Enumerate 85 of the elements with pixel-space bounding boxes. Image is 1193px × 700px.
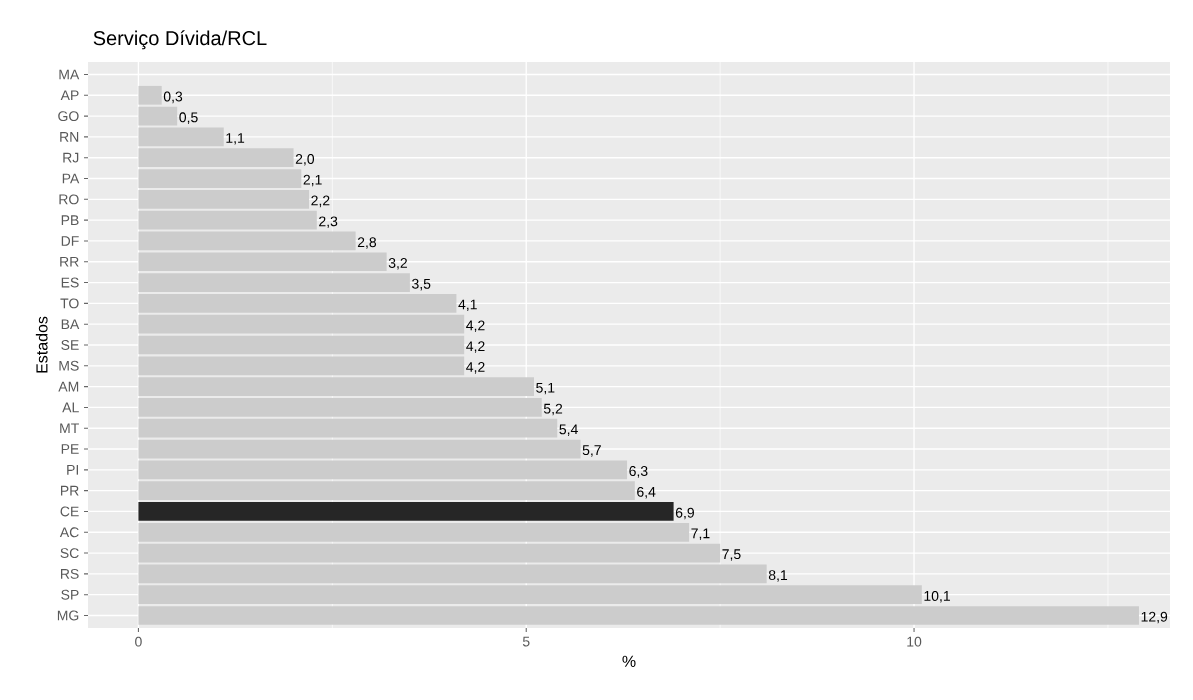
x-tick-label: 5: [522, 636, 530, 647]
bar: [138, 398, 542, 417]
y-tick-label: SE: [61, 340, 79, 350]
bar: [138, 585, 922, 605]
y-axis-title: Estados: [35, 316, 48, 373]
y-tick-label: AC: [59, 527, 79, 538]
y-tick-label: GO: [58, 111, 79, 122]
bar: [138, 148, 294, 168]
x-tick-label: 10: [907, 636, 922, 647]
data-label: 4,2: [466, 341, 485, 353]
bar: [138, 294, 457, 313]
data-label: 2,1: [303, 174, 322, 187]
bar: [138, 356, 465, 376]
data-label: 12,9: [1141, 611, 1168, 624]
bar: [138, 502, 674, 521]
bar: [138, 85, 162, 105]
data-label: 5,1: [536, 382, 555, 395]
y-tick-label: RR: [60, 256, 79, 267]
data-label: 4,2: [466, 320, 485, 333]
data-label: 5,4: [559, 424, 578, 436]
data-label: 3,2: [388, 258, 407, 270]
y-tick-label: RS: [61, 568, 79, 579]
y-tick-label: RJ: [63, 152, 79, 163]
x-axis-title: %: [622, 655, 636, 667]
bar: [138, 481, 635, 501]
chart-title: Serviço Dívida/RCL: [93, 30, 267, 50]
data-label: 6,4: [637, 486, 656, 499]
y-tick-label: BA: [61, 319, 80, 329]
bar: [138, 460, 628, 480]
bar: [138, 106, 178, 126]
data-label: 2,0: [295, 153, 315, 166]
bar: [138, 127, 224, 147]
y-tick-label: SC: [60, 548, 79, 559]
data-label: 0,5: [179, 112, 198, 124]
data-label: 4,2: [466, 362, 485, 374]
data-label: 6,9: [675, 507, 694, 520]
y-tick-label: MA: [59, 69, 80, 80]
y-tick-label: DF: [61, 236, 79, 246]
data-label: 2,8: [357, 237, 377, 249]
bar: [138, 606, 1139, 625]
data-label: 1,1: [226, 133, 245, 145]
y-tick-label: PA: [62, 173, 80, 184]
y-tick-label: ES: [61, 277, 79, 288]
bar: [138, 522, 690, 542]
data-label: 6,3: [629, 466, 648, 478]
data-label: 3,5: [412, 278, 431, 291]
data-label: 8,1: [768, 570, 788, 582]
bar: [138, 231, 356, 251]
bar: [138, 543, 721, 563]
y-tick-label: PI: [67, 465, 78, 475]
bar: [138, 377, 534, 396]
y-tick-label: MT: [60, 423, 79, 434]
data-label: 5,7: [582, 445, 601, 457]
y-tick-label: AL: [62, 402, 79, 413]
y-tick-label: PB: [61, 215, 79, 225]
y-tick-label: MG: [57, 610, 79, 621]
bar: [138, 273, 410, 292]
y-tick-label: SP: [61, 589, 79, 600]
y-tick-label: PE: [61, 444, 79, 454]
data-label: 2,3: [319, 216, 338, 228]
data-label: 7,1: [691, 528, 710, 540]
y-tick-label: RO: [59, 194, 79, 205]
bar: [138, 439, 581, 459]
y-tick-label: AP: [60, 90, 79, 101]
bar: [138, 335, 465, 355]
bar: [138, 189, 310, 209]
data-label: 7,5: [722, 549, 741, 561]
bar: [138, 418, 558, 438]
y-tick-label: CE: [60, 506, 79, 517]
bar: [138, 169, 302, 188]
data-label: 2,2: [311, 195, 330, 208]
y-tick-label: RN: [60, 132, 79, 142]
y-tick-label: AM: [58, 381, 79, 392]
data-label: 0,3: [163, 91, 183, 104]
y-tick-label: MS: [59, 360, 79, 371]
y-tick-label: PR: [61, 485, 79, 496]
data-label: 5,2: [543, 403, 563, 416]
bar: [138, 564, 767, 584]
bar: [138, 210, 317, 230]
data-label: 4,1: [458, 299, 477, 312]
x-tick-label: 0: [135, 636, 142, 647]
bar: [138, 252, 387, 272]
data-label: 10,1: [924, 590, 950, 603]
y-tick-label: TO: [60, 298, 79, 309]
bar: [138, 314, 465, 334]
